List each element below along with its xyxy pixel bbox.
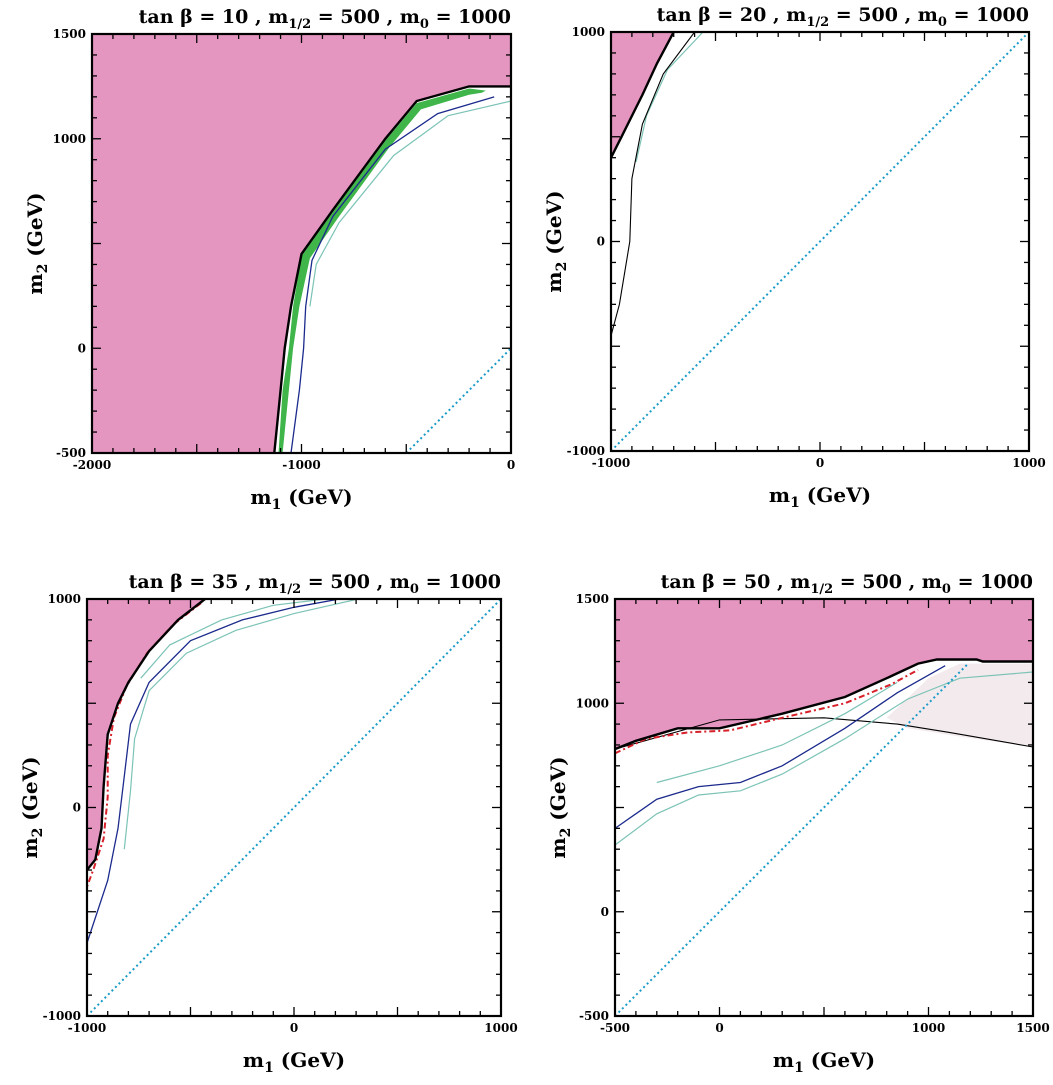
- y-tick-label: -1000: [567, 444, 605, 458]
- y-tick-label: 0: [597, 235, 605, 249]
- x-tick-label: 1000: [484, 1021, 517, 1035]
- x-tick-label: 0: [290, 1021, 298, 1035]
- shaded-region: [886, 663, 1033, 747]
- exclusion-boundary: [273, 85, 511, 453]
- y-tick-label: 0: [73, 801, 81, 815]
- y-axis-label: m2 (GeV): [23, 192, 51, 294]
- y-tick-label: 1500: [576, 592, 609, 606]
- y-tick-label: 0: [78, 341, 86, 355]
- y-tick-label: 1500: [53, 27, 86, 41]
- diagonal-line: [405, 347, 511, 453]
- x-axis-label: m1 (GeV): [243, 1048, 345, 1076]
- red-dashed-contour: [615, 669, 919, 755]
- chart-title: tan β = 20 , m1/2 = 500 , m0 = 1000: [657, 4, 1029, 30]
- navy-contour: [87, 599, 340, 944]
- panel-2: -1000 0 1000 -1000 0 1000 tan β = 20 , m1/2 = …: [542, 4, 1046, 511]
- plot-area: [87, 599, 501, 1016]
- chart-title: tan β = 35 , m1/2 = 500 , m0 = 1000: [129, 571, 501, 597]
- thin-contour: [611, 32, 696, 336]
- navy-contour: [290, 96, 495, 453]
- y-tick-label: -1000: [43, 1009, 81, 1023]
- teal-contour-secondary: [140, 599, 326, 679]
- x-tick-label: 1500: [1016, 1021, 1049, 1035]
- teal-contour: [123, 599, 359, 850]
- y-axis-label: m2 (GeV): [542, 190, 570, 292]
- x-tick-label: -2000: [73, 458, 111, 472]
- x-tick-label: 1000: [1012, 456, 1045, 470]
- panel-3: -1000 0 1000 -1000 0 1000 tan β = 35 , m1/2 = …: [18, 571, 518, 1076]
- x-tick-label: -1000: [592, 456, 630, 470]
- y-tick-label: -500: [56, 446, 86, 460]
- x-tick-label: -1000: [282, 458, 320, 472]
- diagonal-line: [611, 32, 1029, 451]
- x-tick-label: 1000: [912, 1021, 945, 1035]
- x-axis-label: m1 (GeV): [769, 483, 871, 511]
- y-tick-label: 0: [601, 905, 609, 919]
- diagonal-line: [615, 662, 969, 1016]
- chart-title: tan β = 50 , m1/2 = 500 , m0 = 1000: [661, 571, 1033, 597]
- y-axis-label: m2 (GeV): [18, 756, 46, 858]
- teal-contour: [309, 100, 511, 307]
- y-tick-label: 1000: [576, 696, 609, 710]
- exclusion-boundary: [87, 599, 206, 871]
- red-dashed-contour: [87, 602, 202, 888]
- excluded-region: [87, 599, 205, 870]
- plot-area: [611, 32, 1029, 451]
- x-axis-label: m1 (GeV): [773, 1048, 875, 1076]
- x-tick-label: 0: [507, 458, 515, 472]
- y-tick-label: -500: [579, 1009, 609, 1023]
- plot-area: [92, 34, 511, 453]
- x-tick-label: 0: [816, 456, 824, 470]
- x-tick-label: 0: [715, 1021, 723, 1035]
- x-axis-label: m1 (GeV): [250, 485, 352, 513]
- diagonal-line: [87, 599, 501, 1016]
- y-tick-label: 1000: [572, 25, 605, 39]
- y-tick-label: 1000: [48, 592, 81, 606]
- thin-black-contour: [615, 717, 1033, 750]
- panel-1: -2000 -1000 0 -500 0 1000 1500 tan β = 10 , m1/…: [23, 6, 515, 513]
- plot-area: [615, 599, 1033, 1016]
- panel-4: -500 0 1000 1500 -500 0 1000 1500 tan β = 50 , m…: [546, 571, 1050, 1076]
- excluded-region: [92, 34, 511, 453]
- x-tick-label: -500: [600, 1021, 630, 1035]
- teal-contour: [635, 32, 704, 163]
- navy-contour: [615, 665, 946, 829]
- teal-contour-secondary: [656, 681, 898, 784]
- exclusion-boundary: [611, 32, 675, 159]
- exclusion-boundary: [615, 658, 1033, 751]
- x-tick-label: -1000: [68, 1021, 106, 1035]
- excluded-region: [615, 599, 1033, 750]
- y-axis-label: m2 (GeV): [546, 756, 574, 858]
- chart-title: tan β = 10 , m1/2 = 500 , m0 = 1000: [139, 6, 511, 32]
- teal-contour: [615, 671, 1033, 846]
- y-tick-label: 1000: [53, 132, 86, 146]
- plot-frame: [85, 597, 503, 1018]
